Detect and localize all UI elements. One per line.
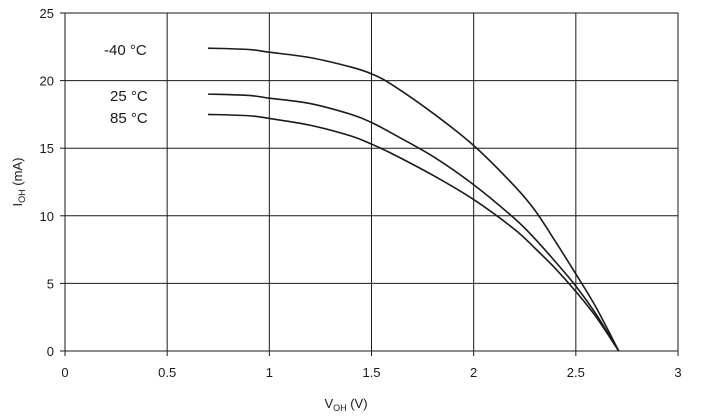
series-label-25: 25 °C (110, 88, 148, 105)
y-tick-label: 20 (40, 74, 54, 89)
x-tick-label: 2.5 (567, 365, 585, 380)
series-label-minus40: -40 °C (104, 42, 147, 59)
curves (208, 47, 620, 352)
y-tick-label: 10 (40, 209, 54, 224)
x-tick-label: 1 (266, 365, 273, 380)
series-line-25 (208, 93, 620, 352)
y-axis-label: IOH (mA) (10, 158, 27, 207)
series-label-85: 85 °C (110, 110, 148, 127)
axis-ticks: 0 0.5 1 1.5 2 2.5 3 0 5 10 15 20 25 (40, 6, 682, 380)
x-tick-label: 0 (61, 365, 68, 380)
y-tick-label: 15 (40, 141, 54, 156)
series-labels: -40 °C 25 °C 85 °C (104, 42, 148, 127)
grid (65, 13, 678, 351)
y-tick-label: 5 (47, 276, 54, 291)
x-axis-label: VOH (V) (324, 396, 367, 413)
series-line-85 (208, 113, 620, 352)
x-tick-label: 0.5 (158, 365, 176, 380)
y-tick-label: 25 (40, 6, 54, 21)
x-tick-label: 2 (470, 365, 477, 380)
x-tick-label: 3 (674, 365, 681, 380)
y-tick-label: 0 (47, 344, 54, 359)
series-line-minus40 (208, 47, 620, 352)
x-tick-label: 1.5 (362, 365, 380, 380)
